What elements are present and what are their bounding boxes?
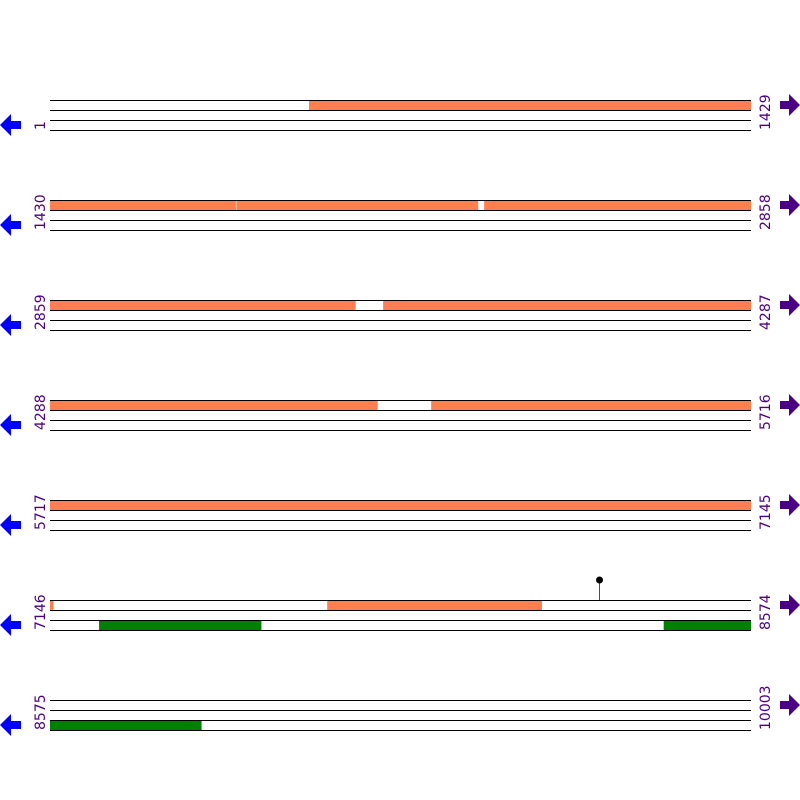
row-start-label: 5717	[33, 494, 49, 530]
left-arrow-icon	[0, 414, 21, 436]
feature-band-top	[236, 200, 479, 210]
right-arrow-icon	[780, 294, 800, 316]
sequence-row: 5717 7145	[0, 494, 800, 536]
row-end-label: 4287	[758, 294, 774, 330]
row-end-label: 7145	[758, 494, 774, 530]
feature-band-top	[50, 200, 236, 210]
left-arrow-icon	[0, 314, 21, 336]
sequence-row: 7146 8574	[0, 576, 800, 636]
right-arrow-icon	[780, 394, 800, 416]
right-arrow-icon	[780, 494, 800, 516]
feature-band-bottom	[663, 620, 751, 630]
feature-band-top	[327, 600, 543, 610]
left-arrow-icon	[0, 714, 21, 736]
feature-band-top	[309, 100, 751, 110]
sequence-row: 2859 4287	[0, 294, 800, 336]
feature-band-top	[50, 500, 751, 510]
row-end-label: 8574	[758, 594, 774, 630]
right-arrow-icon	[780, 594, 800, 616]
row-start-label: 1430	[33, 194, 49, 230]
feature-band-top	[50, 300, 356, 310]
feature-band-bottom	[99, 620, 262, 630]
feature-band-top	[484, 200, 751, 210]
row-end-label: 2858	[758, 194, 774, 230]
left-arrow-icon	[0, 614, 21, 636]
sequence-row: 4288 5716	[0, 394, 800, 436]
row-start-label: 4288	[33, 394, 49, 430]
sequence-row: 1 1429	[0, 94, 800, 136]
left-arrow-icon	[0, 214, 21, 236]
sequence-row: 1430 2858	[0, 194, 800, 236]
right-arrow-icon	[780, 194, 800, 216]
right-arrow-icon	[780, 694, 800, 716]
row-start-label: 7146	[33, 594, 49, 630]
left-arrow-icon	[0, 514, 21, 536]
feature-band-bottom	[50, 720, 202, 730]
feature-band-top	[50, 600, 54, 610]
marker-head	[596, 576, 603, 584]
row-end-label: 5716	[758, 394, 774, 430]
row-end-label: 10003	[758, 685, 774, 730]
sequence-row: 8575 10003	[0, 685, 800, 736]
row-start-label: 1	[33, 121, 49, 130]
row-start-label: 2859	[33, 294, 49, 330]
right-arrow-icon	[780, 94, 800, 116]
feature-band-top	[431, 400, 751, 410]
feature-band-top	[50, 400, 378, 410]
left-arrow-icon	[0, 114, 21, 136]
row-end-label: 1429	[758, 94, 774, 130]
row-start-label: 8575	[33, 694, 49, 730]
feature-band-top	[383, 300, 751, 310]
